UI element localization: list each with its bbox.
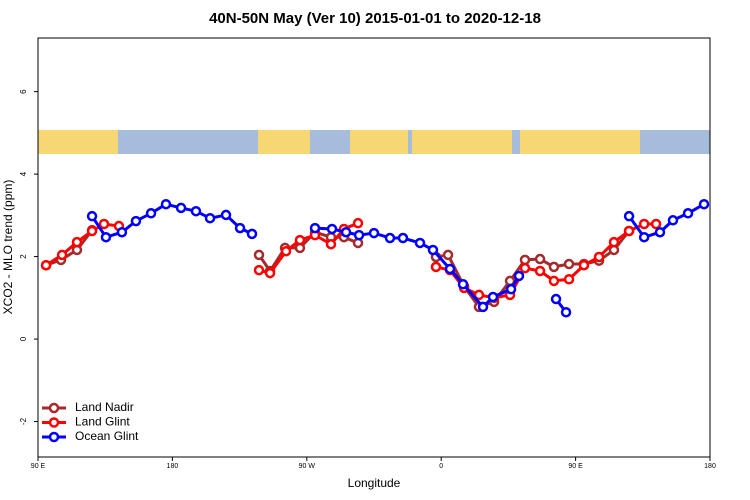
- x-tick-label: 90 W: [299, 463, 316, 470]
- chart-title: 40N-50N May (Ver 10) 2015-01-01 to 2020-…: [209, 10, 541, 27]
- data-point: [427, 244, 439, 256]
- data-point: [563, 258, 575, 270]
- x-tick-label: 180: [704, 463, 716, 470]
- x-tick-label: 0: [439, 463, 443, 470]
- data-point: [682, 208, 694, 219]
- data-point: [444, 263, 456, 275]
- data-point: [352, 217, 364, 229]
- plot-frame: [37, 37, 711, 458]
- data-point: [56, 249, 68, 261]
- map-land: [520, 130, 640, 154]
- data-point: [294, 234, 306, 246]
- data-point: [175, 202, 187, 214]
- data-point: [340, 226, 352, 238]
- legend-swatch-point: [48, 417, 60, 428]
- y-tick-label: 4: [19, 171, 28, 176]
- data-point: [100, 231, 112, 243]
- data-point: [40, 259, 52, 271]
- data-point: [519, 262, 531, 274]
- data-point: [246, 228, 258, 240]
- data-point: [384, 232, 396, 244]
- data-point: [608, 236, 620, 248]
- data-point: [160, 198, 172, 210]
- data-point: [130, 215, 142, 227]
- data-point: [116, 226, 128, 238]
- data-point: [638, 218, 650, 230]
- legend-swatch-point: [48, 402, 60, 414]
- data-point: [353, 229, 365, 241]
- data-point: [397, 232, 409, 244]
- data-point: [654, 226, 666, 238]
- data-point: [550, 293, 562, 305]
- y-tick-label: 2: [19, 254, 28, 259]
- x-axis-label: Longitude: [348, 476, 401, 490]
- data-point: [326, 223, 338, 235]
- data-point: [578, 259, 590, 271]
- data-point: [253, 249, 265, 261]
- data-point: [548, 261, 560, 273]
- y-tick-label: -2: [19, 417, 28, 425]
- x-tick-label: 90 E: [31, 463, 46, 470]
- data-point: [414, 237, 426, 249]
- map-land: [412, 130, 512, 154]
- x-tick-label: 180: [167, 463, 179, 470]
- x-tick-label: 90 E: [568, 463, 583, 470]
- data-point: [623, 210, 635, 222]
- data-point: [430, 261, 442, 273]
- series-line: [90, 202, 705, 314]
- data-point: [457, 278, 469, 290]
- data-point: [280, 245, 292, 257]
- data-point: [650, 218, 662, 230]
- data-point: [534, 265, 546, 277]
- data-point: [593, 251, 605, 263]
- data-point: [638, 231, 650, 243]
- data-point: [220, 209, 232, 221]
- data-point: [477, 301, 489, 313]
- data-point: [487, 291, 499, 303]
- data-point: [71, 236, 83, 248]
- data-point: [534, 253, 546, 265]
- data-point: [264, 267, 276, 279]
- y-tick-label: 6: [19, 89, 28, 94]
- legend-label: Land Glint: [75, 415, 130, 429]
- map-land: [38, 130, 118, 154]
- map-land: [350, 130, 408, 154]
- data-point: [513, 270, 525, 282]
- data-point: [667, 215, 679, 226]
- map-land: [258, 130, 310, 154]
- data-point: [234, 222, 246, 234]
- map-strip: [38, 130, 710, 154]
- y-tick-label: 0: [19, 336, 28, 341]
- data-point: [698, 198, 710, 210]
- legend-swatch-point: [48, 431, 60, 443]
- data-point: [86, 210, 98, 222]
- data-point: [442, 249, 454, 261]
- data-point: [505, 283, 517, 295]
- data-point: [325, 238, 337, 250]
- legend-label: Land Nadir: [75, 400, 134, 414]
- y-axis-label: XCO2 - MLO trend (ppm): [1, 180, 15, 315]
- data-point: [98, 218, 110, 230]
- data-point: [309, 222, 321, 234]
- data-point: [204, 212, 216, 224]
- data-point: [86, 225, 98, 237]
- data-point: [563, 274, 575, 285]
- data-point: [190, 205, 202, 217]
- data-point: [519, 254, 531, 266]
- data-point: [253, 264, 265, 276]
- data-point: [368, 227, 380, 239]
- data-point: [623, 225, 635, 237]
- legend-label: Ocean Glint: [75, 429, 139, 443]
- data-point: [548, 275, 560, 287]
- data-point: [560, 306, 572, 318]
- data-point: [145, 208, 157, 219]
- data-point: [473, 289, 485, 301]
